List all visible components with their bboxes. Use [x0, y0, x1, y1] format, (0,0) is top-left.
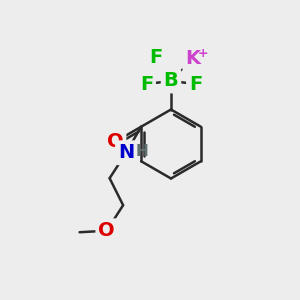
Text: K: K: [185, 49, 200, 68]
Text: +: +: [198, 46, 208, 60]
Text: O: O: [98, 221, 115, 240]
Text: N: N: [118, 143, 134, 162]
Text: F: F: [140, 74, 153, 94]
Text: B: B: [164, 71, 178, 91]
Text: F: F: [189, 74, 202, 94]
Text: H: H: [135, 144, 148, 159]
Text: O: O: [107, 132, 124, 151]
Text: F: F: [149, 48, 162, 67]
